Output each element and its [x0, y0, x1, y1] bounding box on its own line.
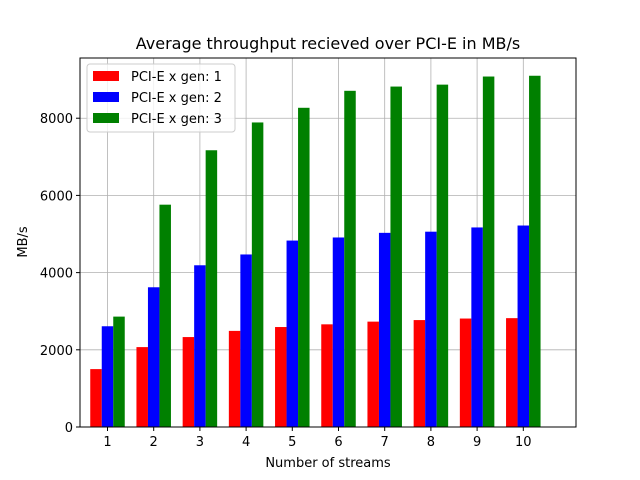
x-tick-label: 10: [515, 435, 532, 450]
legend-label-3: PCI-E x gen: 3: [131, 112, 222, 127]
plot-frame: [79, 57, 577, 428]
y-axis-label: MB/s: [16, 226, 31, 258]
bar-series-3-3: [205, 150, 218, 427]
legend-swatch-3: [93, 113, 119, 123]
bar-series-3-1: [113, 316, 125, 427]
bar-series-3-2: [159, 204, 171, 427]
bar-series-1-1: [90, 369, 102, 427]
bar-series-1-9: [459, 318, 472, 427]
y-tick-label: 2000: [40, 344, 73, 359]
bar-series-1-7: [367, 321, 379, 427]
bar-series-3-5: [298, 107, 310, 427]
bar-series-1-5: [275, 327, 287, 427]
x-tick-label: 2: [150, 435, 158, 450]
legend: PCI-E x gen: 1 PCI-E x gen: 2 PCI-E x gen:…: [86, 63, 236, 133]
legend-swatch-1: [93, 71, 119, 81]
bar-series-2-8: [425, 231, 437, 427]
bar-series-2-10: [517, 225, 530, 427]
bar-series-3-10: [529, 75, 541, 427]
x-tick-label: 3: [196, 435, 204, 450]
legend-label-2: PCI-E x gen: 2: [131, 91, 222, 106]
bar-series-1-8: [413, 320, 426, 427]
x-tick-label: 7: [381, 435, 389, 450]
bar-series-1-6: [321, 324, 333, 427]
x-tick-label: 6: [334, 435, 342, 450]
bar-series-2-7: [378, 232, 391, 427]
x-tick-label: 8: [427, 435, 435, 450]
x-tick-label: 9: [473, 435, 481, 450]
legend-swatch-2: [93, 92, 119, 102]
bar-series-2-4: [240, 254, 252, 427]
bar-series-2-5: [286, 240, 299, 427]
y-tick-label: 4000: [40, 267, 73, 282]
bar-series-3-7: [390, 86, 402, 428]
chart-title: Average throughput recieved over PCI-E i…: [136, 34, 520, 53]
ticks: 1 2 3 4 5 6 7 8 9 10 0 2000 4000 6000 8000: [40, 112, 532, 450]
bar-series-1-2: [136, 347, 148, 427]
bar-series-3-9: [482, 76, 495, 428]
bar-series-2-9: [471, 227, 483, 427]
bar-series-1-4: [228, 330, 241, 427]
x-tick-label: 1: [103, 435, 111, 450]
bar-series-2-6: [332, 237, 345, 427]
bar-series-3-4: [251, 122, 264, 428]
x-axis-label: Number of streams: [265, 456, 391, 471]
bars: [90, 75, 541, 428]
bar-series-1-10: [506, 318, 518, 427]
bar-series-2-2: [147, 287, 160, 427]
bar-series-1-3: [182, 337, 195, 427]
bar-series-2-1: [101, 326, 114, 427]
legend-label-1: PCI-E x gen: 1: [131, 70, 222, 85]
bar-series-3-8: [436, 84, 449, 427]
bar-series-2-3: [194, 265, 206, 427]
y-tick-label: 0: [65, 421, 73, 436]
bar-series-3-6: [344, 90, 356, 427]
x-tick-label: 4: [242, 435, 250, 450]
x-tick-label: 5: [288, 435, 296, 450]
y-tick-label: 6000: [40, 189, 73, 204]
legend-box: [86, 63, 236, 133]
y-tick-label: 8000: [40, 112, 73, 127]
